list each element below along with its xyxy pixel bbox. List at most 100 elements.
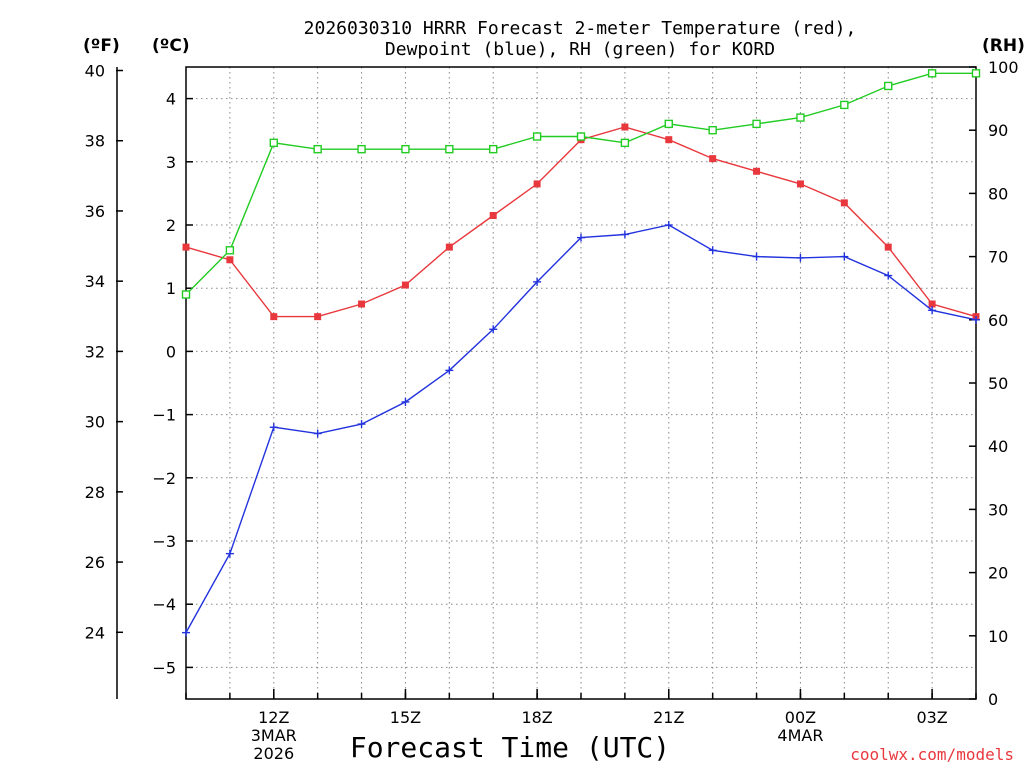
rh-tick-label: 40 — [988, 437, 1008, 456]
dewpoint-point — [225, 549, 234, 558]
fahrenheit-tick-label: 36 — [85, 202, 105, 221]
celsius-tick-label: −5 — [152, 658, 176, 677]
rh-tick-label: 30 — [988, 500, 1008, 519]
dewpoint-point — [401, 397, 410, 406]
x-tick-sublabel: 2026 — [253, 744, 294, 763]
axes — [116, 66, 977, 700]
fahrenheit-tick-label: 30 — [85, 413, 105, 432]
x-tick-label: 18Z — [521, 708, 552, 727]
dewpoint-series — [182, 221, 980, 637]
rh-point — [927, 69, 937, 78]
temperature-point — [401, 281, 409, 289]
x-tick-label: 03Z — [916, 708, 947, 727]
x-tick-sublabel: 4MAR — [777, 726, 823, 745]
rh-tick-label: 90 — [988, 121, 1008, 140]
rh-point — [752, 119, 761, 129]
x-tick-label: 12Z — [258, 708, 289, 727]
fahrenheit-tick-label: 32 — [85, 342, 105, 361]
celsius-tick-label: −1 — [152, 406, 176, 425]
temperature-point — [270, 313, 278, 321]
rh-tick-label: 0 — [988, 690, 998, 709]
rh-point — [269, 138, 278, 148]
temperature-point — [753, 167, 761, 175]
tick-labels: −5−4−3−2−1012342426283032343638400102030… — [85, 58, 1019, 763]
rh-point — [796, 113, 805, 122]
rh-point — [884, 81, 893, 91]
dewpoint-point — [884, 271, 893, 280]
fahrenheit-tick-label: 24 — [85, 623, 105, 642]
rh-tick-label: 70 — [988, 248, 1008, 267]
temperature-point — [314, 313, 322, 321]
dewpoint-point — [313, 429, 322, 438]
fahrenheit-axis-label: (ºF) — [83, 36, 120, 56]
temperature-point — [884, 243, 892, 251]
dewpoint-point — [664, 221, 673, 229]
rh-point — [225, 246, 235, 255]
rh-tick-label: 10 — [988, 627, 1008, 646]
temperature-point — [226, 256, 234, 264]
temperature-point — [182, 243, 190, 251]
rh-tick-label: 80 — [988, 184, 1008, 203]
dewpoint-point — [928, 306, 937, 315]
dewpoint-point — [752, 252, 761, 261]
celsius-tick-label: −2 — [152, 469, 176, 488]
grid-lines — [186, 67, 976, 699]
fahrenheit-tick-label: 26 — [85, 553, 105, 572]
fahrenheit-tick-label: 38 — [85, 132, 105, 151]
rh-point — [971, 69, 981, 78]
temperature-point — [840, 199, 848, 207]
temperature-point — [928, 300, 936, 308]
temperature-point — [445, 243, 453, 251]
x-tick-label: 21Z — [653, 708, 684, 727]
rh-point — [489, 144, 498, 154]
data-series — [181, 69, 981, 637]
dewpoint-point — [708, 246, 717, 255]
dewpoint-point — [269, 423, 278, 432]
dewpoint-point — [533, 277, 542, 286]
rh-point — [445, 144, 454, 154]
rh-series — [181, 69, 981, 299]
rh-axis-label: (RH) — [982, 36, 1024, 56]
dewpoint-line — [185, 224, 977, 633]
fahrenheit-tick-label: 28 — [85, 483, 105, 502]
celsius-tick-label: −4 — [152, 595, 176, 614]
rh-point — [664, 119, 673, 129]
celsius-axis-label: (ºC) — [152, 36, 190, 56]
rh-point — [620, 138, 630, 148]
dewpoint-point — [489, 325, 498, 334]
rh-point — [181, 290, 191, 299]
celsius-tick-label: 3 — [166, 153, 176, 172]
dewpoint-point — [972, 315, 980, 324]
dewpoint-point — [577, 233, 585, 242]
x-tick-label: 00Z — [785, 708, 816, 727]
x-axis-title: Forecast Time (UTC) — [349, 731, 671, 764]
temperature-point — [709, 155, 717, 163]
dewpoint-point — [840, 252, 849, 261]
celsius-tick-label: −3 — [152, 532, 176, 551]
rh-tick-label: 60 — [988, 311, 1008, 330]
dewpoint-point — [796, 253, 805, 262]
celsius-tick-label: 4 — [166, 90, 176, 109]
rh-point — [401, 144, 410, 154]
rh-point — [840, 100, 849, 110]
dewpoint-point — [620, 230, 629, 239]
temperature-point — [533, 180, 541, 188]
chart-title-line-2: Dewpoint (blue), RH (green) for KORD — [384, 39, 776, 60]
x-tick-sublabel: 3MAR — [251, 726, 297, 745]
fahrenheit-tick-label: 34 — [85, 272, 105, 291]
rh-tick-label: 50 — [988, 374, 1008, 393]
temperature-point — [665, 136, 673, 144]
rh-point — [357, 144, 366, 154]
fahrenheit-tick-label: 40 — [85, 62, 105, 81]
temperature-point — [489, 212, 497, 220]
temperature-point — [621, 123, 629, 131]
rh-tick-label: 100 — [988, 58, 1019, 77]
source-credit: coolwx.com/models — [850, 745, 1014, 764]
x-tick-label: 15Z — [390, 708, 421, 727]
dewpoint-point — [357, 420, 366, 429]
temperature-point — [796, 180, 804, 188]
rh-point — [313, 144, 322, 154]
rh-point — [532, 132, 542, 141]
rh-point — [576, 132, 586, 141]
